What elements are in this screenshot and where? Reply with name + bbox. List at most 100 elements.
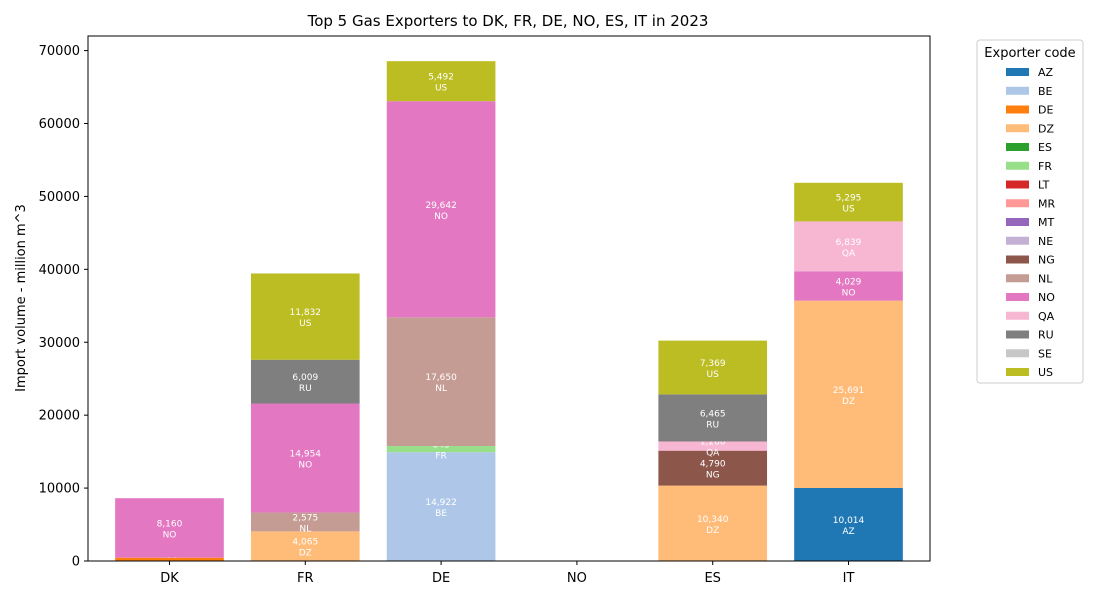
bar-segment-fr-dz (250, 531, 360, 561)
bar-segment-fr-nl (250, 512, 360, 532)
y-tick-label: 40000 (39, 263, 80, 278)
bar-code-label: NO (298, 461, 312, 471)
legend-swatch-dz (1006, 124, 1029, 133)
legend-label-dz: DZ (1038, 122, 1054, 135)
legend-label-ne: NE (1038, 235, 1053, 248)
bar-code-label: NG (706, 471, 720, 481)
bar-code-label: BE (435, 509, 447, 519)
bar-segment-es-ng (658, 450, 768, 486)
bar-value-label: 4,790 (700, 460, 726, 470)
bar-value-label: 10,014 (833, 516, 865, 526)
bar-segment-es-dz (658, 485, 768, 561)
bar-segment-dk-de (115, 557, 224, 561)
bar-segment-it-no (794, 271, 903, 301)
bar-code-label: DZ (299, 549, 312, 559)
legend-swatch-mt (1006, 218, 1029, 226)
bar-code-label: DZ (706, 526, 719, 536)
bar-segment-it-us (794, 182, 903, 222)
legend-label-de: DE (1038, 104, 1053, 117)
bar-segment-fr-ru (250, 359, 360, 404)
bar-value-label: 10,340 (697, 515, 729, 525)
bar-segment-es-ru (658, 394, 768, 442)
y-tick-label: 30000 (39, 336, 80, 351)
bar-value-label: 1,260 (700, 438, 726, 448)
y-tick-label: 60000 (39, 117, 80, 132)
y-axis-label: Import volume - million m^3 (14, 204, 29, 392)
x-tick-label-fr: FR (297, 571, 314, 586)
bar-code-label: NO (434, 212, 448, 222)
bar-segment-fr-us (250, 273, 360, 360)
bar-value-label: 14,954 (290, 450, 322, 460)
legend-label-ng: NG (1038, 254, 1055, 267)
legend: Exporter code AZ BE DE DZ ES FR LT MR MT NE NG NL NO… (976, 39, 1084, 384)
bar-segment-de-fr (386, 446, 496, 453)
legend-swatch-es (1006, 143, 1029, 151)
bar-segment-it-dz (794, 300, 903, 488)
bar-value-label: 6,839 (836, 238, 862, 248)
bar-segment-it-az (794, 487, 903, 561)
legend-swatch-lt (1006, 180, 1029, 189)
bar-code-label: US (299, 319, 312, 329)
legend-swatch-no (1006, 293, 1029, 301)
legend-swatch-se (1006, 349, 1029, 358)
bar-value-label: 7,369 (700, 359, 726, 369)
bar-code-label: FR (435, 452, 446, 462)
bar-code-label: NO (163, 530, 177, 540)
x-tick-label-dk: DK (160, 571, 179, 586)
legend-title: Exporter code (984, 46, 1075, 61)
bar-segment-de-nl (386, 317, 496, 447)
legend-swatch-mr (1006, 199, 1029, 208)
bar-value-label: 8,160 (157, 519, 183, 529)
legend-swatch-ng (1006, 255, 1029, 264)
bar-value-label: 11,832 (290, 308, 322, 318)
bar-value-label: 14,922 (425, 498, 457, 508)
legend-label-nl: NL (1038, 272, 1053, 285)
bar-code-label: US (435, 84, 448, 94)
bar-code-label: US (842, 205, 855, 215)
bar-code-label: DE (163, 562, 176, 572)
bar-value-label: 17,650 (425, 373, 457, 383)
bar-value-label: 29,642 (425, 201, 457, 211)
bar-code-label: NL (299, 524, 311, 534)
bar-value-label: 4,065 (292, 538, 318, 548)
x-tick-label-de: DE (432, 571, 450, 586)
bar-value-label: 4,029 (836, 277, 862, 287)
bar-value-label: 6,465 (700, 409, 726, 419)
bar-code-label: DZ (842, 397, 855, 407)
bar-segment-it-qa (794, 221, 903, 272)
bar-code-label: US (707, 370, 720, 380)
legend-box (976, 39, 1084, 384)
legend-label-lt: LT (1038, 179, 1050, 192)
bar-value-label: 6,009 (292, 373, 318, 383)
bar-code-label: QA (706, 449, 720, 459)
legend-label-qa: QA (1038, 310, 1055, 323)
bar-segment-fr-no (250, 403, 360, 513)
bar-code-label: RU (299, 384, 312, 394)
legend-swatch-de (1006, 105, 1029, 114)
bar-code-label: QA (842, 249, 856, 259)
bar-segment-dk-no (115, 498, 224, 558)
legend-swatch-us (1006, 368, 1029, 376)
bar-value-label: 2,575 (292, 513, 318, 523)
bar-value-label: 5,295 (836, 194, 862, 204)
bar-code-label: AZ (842, 527, 854, 537)
bar-segment-de-no (386, 101, 496, 318)
legend-label-us: US (1038, 366, 1053, 379)
legend-swatch-fr (1006, 161, 1029, 170)
x-tick-label-no: NO (567, 571, 587, 586)
legend-swatch-ru (1006, 330, 1029, 339)
legend-label-fr: FR (1038, 160, 1052, 173)
y-tick-label: 70000 (39, 44, 80, 59)
legend-label-mr: MR (1038, 197, 1055, 210)
bar-code-label: NL (435, 384, 447, 394)
legend-label-es: ES (1038, 141, 1052, 154)
x-tick-label-es: ES (704, 571, 720, 586)
y-axis: 0 10000 20000 30000 40000 50000 60000 70000 (39, 44, 88, 570)
legend-label-az: AZ (1038, 66, 1054, 79)
x-tick-label-it: IT (843, 571, 855, 586)
y-tick-label: 0 (72, 555, 80, 570)
legend-swatch-be (1006, 86, 1029, 95)
bar-segment-es-qa (658, 441, 768, 451)
chart-title: Top 5 Gas Exporters to DK, FR, DE, NO, E… (307, 12, 709, 30)
